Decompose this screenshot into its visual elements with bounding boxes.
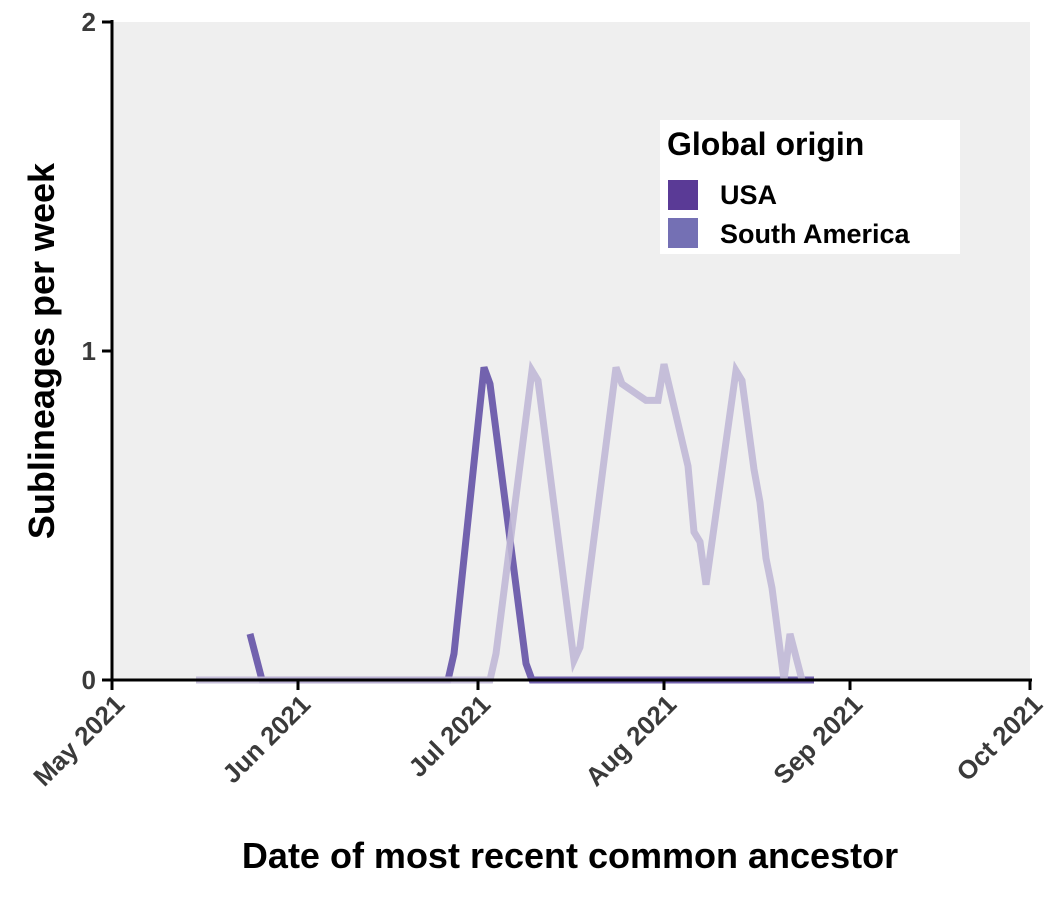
legend: Global origin USA South America (660, 120, 960, 254)
x-tick-label: Jun 2021 (216, 689, 316, 789)
y-tick-label: 1 (82, 336, 96, 366)
y-axis-title: Sublineages per week (21, 162, 62, 539)
x-tick-label: Sep 2021 (767, 689, 868, 790)
x-tick-label: Aug 2021 (579, 689, 682, 792)
legend-background (660, 120, 960, 254)
x-axis-title: Date of most recent common ancestor (242, 835, 898, 876)
legend-label-usa: USA (720, 180, 777, 210)
legend-label-south-america: South America (720, 219, 911, 249)
y-tick-label: 0 (82, 665, 96, 695)
x-tick-label: May 2021 (27, 689, 130, 792)
legend-title: Global origin (667, 126, 864, 162)
y-tick-label: 2 (82, 7, 96, 37)
x-tick-label: Oct 2021 (950, 689, 1048, 787)
legend-swatch-usa (668, 180, 698, 210)
x-tick-label: Jul 2021 (402, 689, 496, 783)
series-line-south-america (196, 360, 806, 684)
legend-swatch-south-america (668, 218, 698, 248)
